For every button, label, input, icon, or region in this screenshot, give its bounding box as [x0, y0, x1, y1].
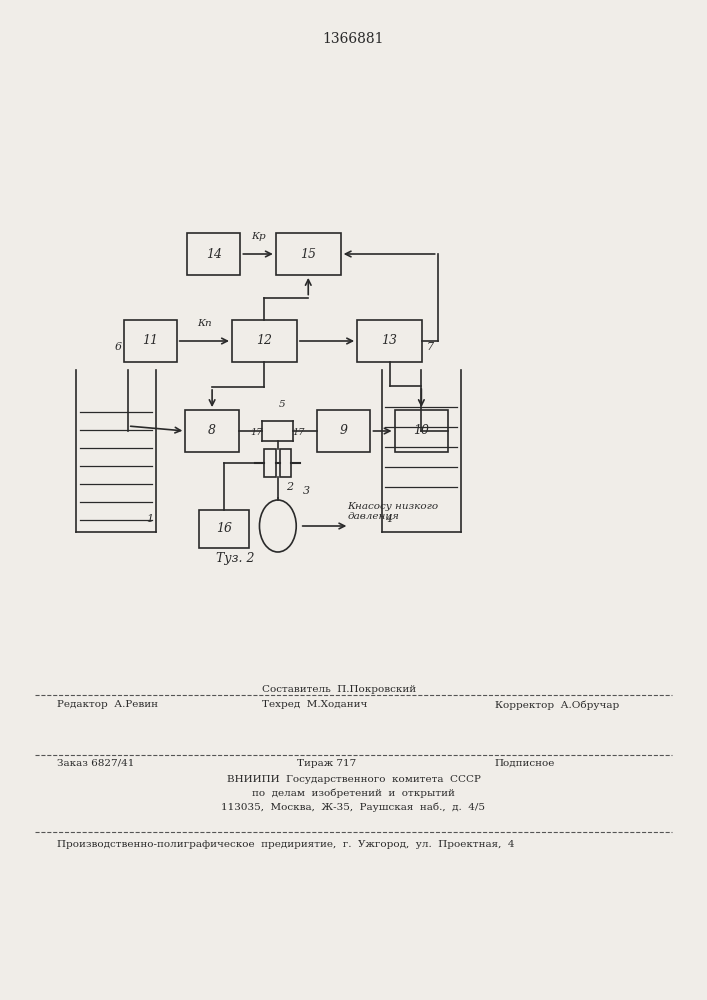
Text: 17: 17 — [250, 428, 263, 437]
Text: 11: 11 — [142, 334, 158, 348]
Text: 113035,  Москва,  Ж-35,  Раушская  наб.,  д.  4/5: 113035, Москва, Ж-35, Раушская наб., д. … — [221, 803, 486, 812]
Text: Тираж 717: Тираж 717 — [297, 759, 356, 768]
Text: Τуз. 2: Τуз. 2 — [216, 552, 254, 565]
Bar — [199, 510, 249, 548]
Bar — [357, 320, 422, 362]
Text: 8: 8 — [208, 424, 216, 437]
Text: 15: 15 — [300, 247, 316, 260]
Text: Составитель  П.Покровский: Составитель П.Покровский — [262, 685, 416, 694]
Text: 7: 7 — [426, 342, 433, 352]
Text: 13: 13 — [382, 334, 397, 348]
Text: Производственно-полиграфическое  предириятие,  г.  Ужгород,  ул.  Проектная,  4: Производственно-полиграфическое предирия… — [57, 840, 514, 849]
Text: Техред  М.Ходанич: Техред М.Ходанич — [262, 700, 367, 709]
Bar — [185, 410, 239, 452]
Text: 6: 6 — [115, 342, 122, 352]
Text: 5: 5 — [279, 400, 286, 409]
Text: 3: 3 — [303, 486, 310, 496]
Text: 12: 12 — [257, 334, 272, 348]
Text: 16: 16 — [216, 522, 232, 535]
Bar — [124, 320, 177, 362]
Text: Кр: Кр — [251, 232, 265, 241]
Text: 1: 1 — [146, 514, 153, 524]
Text: 1366881: 1366881 — [323, 32, 384, 46]
Text: по  делам  изобретений  и  открытий: по делам изобретений и открытий — [252, 789, 455, 798]
Text: Подписное: Подписное — [495, 759, 555, 768]
Bar — [232, 320, 297, 362]
Text: 14: 14 — [206, 247, 222, 260]
Bar — [395, 410, 448, 452]
Bar — [187, 233, 240, 275]
Bar — [280, 449, 291, 477]
Text: Редактор  А.Ревин: Редактор А.Ревин — [57, 700, 158, 709]
Text: 2: 2 — [286, 483, 293, 492]
Text: Кнасосу низкого
давления: Кнасосу низкого давления — [347, 502, 438, 521]
Text: 10: 10 — [414, 424, 429, 437]
Text: 4: 4 — [385, 514, 392, 524]
Text: Кп: Кп — [197, 319, 211, 328]
Text: 9: 9 — [339, 424, 348, 437]
Text: ВНИИПИ  Государственного  комитета  СССР: ВНИИПИ Государственного комитета СССР — [226, 775, 481, 784]
Bar — [276, 233, 341, 275]
Text: 17: 17 — [293, 428, 305, 437]
Text: Корректор  А.Обручар: Корректор А.Обручар — [495, 700, 619, 710]
Bar — [317, 410, 370, 452]
Text: Заказ 6827/41: Заказ 6827/41 — [57, 759, 134, 768]
Bar — [264, 449, 276, 477]
